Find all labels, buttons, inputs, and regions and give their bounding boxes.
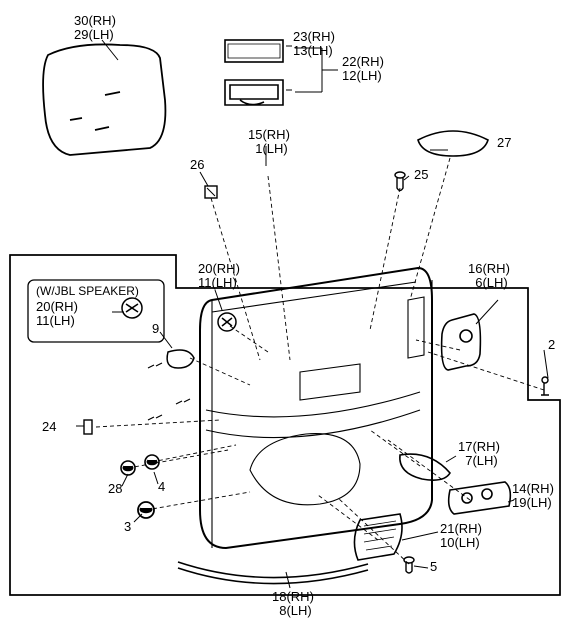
callout-22: 22(RH) [342, 55, 384, 69]
part-16-6 [442, 314, 481, 370]
callout-24: 24 [42, 420, 56, 434]
callout-18: 18(RH) [272, 590, 314, 604]
leader-lines [96, 158, 544, 564]
callout-17: 17(RH) [458, 440, 500, 454]
callout-10: 10(LH) [440, 536, 480, 550]
callout-2: 2 [548, 338, 555, 352]
diagram-lines [0, 0, 571, 629]
callout-1: 1(LH) [248, 142, 288, 156]
callout-15: 15(RH) [248, 128, 290, 142]
callout-30: 30(RH) [74, 14, 116, 28]
part-27-pocket [418, 131, 488, 156]
callout-21: 21(RH) [440, 522, 482, 536]
part-25-clip [395, 172, 405, 191]
part-21-10 [354, 514, 402, 560]
callout-20a: 20(RH) [36, 300, 78, 314]
callout-23: 23(RH) [293, 30, 335, 44]
callout-27: 27 [497, 136, 511, 150]
callout-25: 25 [414, 168, 428, 182]
part-9 [167, 350, 194, 368]
part-18-8 [178, 562, 368, 584]
callout-19: 19(LH) [512, 496, 552, 510]
callout-26: 26 [190, 158, 204, 172]
part-tweeter-main [218, 313, 236, 331]
part-door-trim-panel [200, 268, 432, 548]
solid-leaders [76, 40, 548, 588]
callout-16: 16(RH) [468, 262, 510, 276]
part-tweeter-jbl [122, 298, 142, 318]
callout-29: 29(LH) [74, 28, 114, 42]
callout-9: 9 [152, 322, 159, 336]
callout-6: 6(LH) [468, 276, 508, 290]
part-24 [84, 420, 92, 434]
callout-4: 4 [158, 480, 165, 494]
callout-3: 3 [124, 520, 131, 534]
part-28 [121, 461, 135, 475]
callout-7: 7(LH) [458, 454, 498, 468]
part-lower-bezel [225, 80, 283, 105]
part-17-7 [400, 454, 450, 480]
part-14-19 [449, 482, 511, 514]
callout-20b: 20(RH) [198, 262, 240, 276]
callout-11b: 11(LH) [198, 276, 237, 290]
part-2 [541, 377, 549, 395]
part-4 [145, 455, 159, 469]
jbl-label: (W/JBL SPEAKER) [36, 284, 139, 298]
part-5 [404, 557, 414, 573]
callout-13: 13(LH) [293, 44, 333, 58]
part-26 [205, 186, 217, 198]
callout-8: 8(LH) [272, 604, 312, 618]
panel-detail [206, 280, 432, 548]
part-deadener-pad [43, 44, 165, 155]
callout-11a: 11(LH) [36, 314, 75, 328]
callout-12: 12(LH) [342, 69, 382, 83]
part-upper-bezel [225, 40, 283, 62]
part-3 [138, 502, 154, 518]
callout-28: 28 [108, 482, 122, 496]
callout-5: 5 [430, 560, 437, 574]
callout-14: 14(RH) [512, 482, 554, 496]
